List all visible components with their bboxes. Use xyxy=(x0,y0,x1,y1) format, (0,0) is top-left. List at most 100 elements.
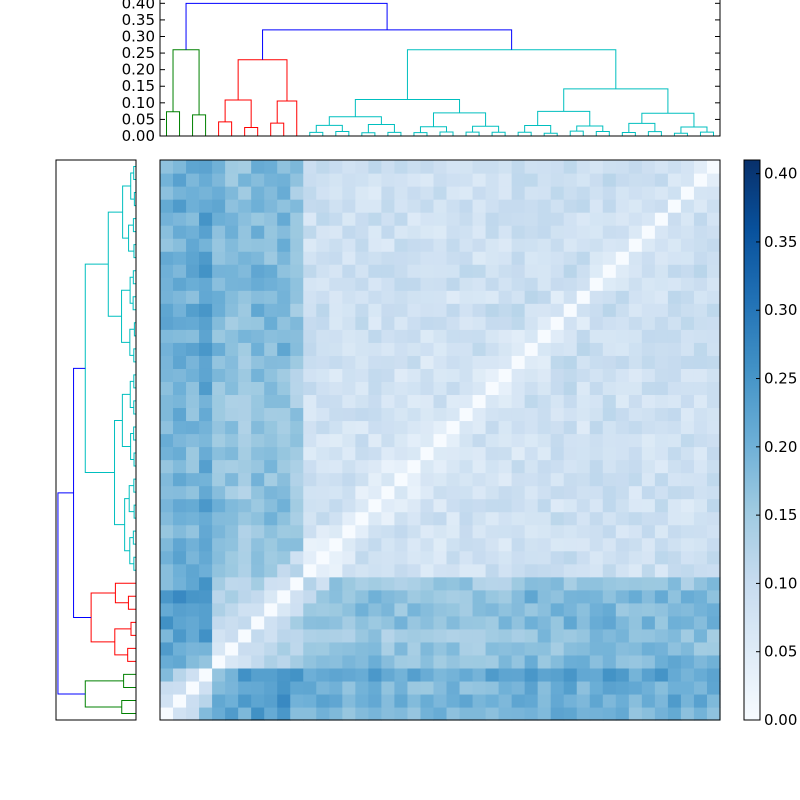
heatmap-cell xyxy=(290,446,304,461)
heatmap-cell xyxy=(355,394,369,409)
heatmap-cell xyxy=(589,329,604,343)
heatmap-cell xyxy=(290,160,304,174)
heatmap-cell xyxy=(550,407,565,422)
heatmap-cell xyxy=(199,615,213,630)
heatmap-cell xyxy=(290,173,304,187)
heatmap-cell xyxy=(667,641,682,656)
heatmap-cell xyxy=(251,693,265,708)
heatmap-cell xyxy=(290,459,304,474)
heatmap-cell xyxy=(212,303,226,317)
heatmap-cell xyxy=(602,251,617,265)
heatmap-cell xyxy=(550,485,565,500)
heatmap-cell xyxy=(615,693,630,708)
heatmap-cell xyxy=(641,537,656,552)
heatmap-cell xyxy=(524,446,539,461)
heatmap-cell xyxy=(303,641,317,656)
heatmap-cell xyxy=(472,199,487,213)
heatmap-cell xyxy=(576,264,591,278)
heatmap-cell xyxy=(680,563,695,578)
heatmap-cell xyxy=(407,329,422,343)
heatmap-cell xyxy=(303,173,317,187)
heatmap-cell xyxy=(472,342,487,356)
heatmap-cell xyxy=(550,680,565,695)
heatmap-cell xyxy=(485,602,500,617)
heatmap-cell xyxy=(290,368,304,382)
heatmap-cell xyxy=(433,199,448,213)
heatmap-cell xyxy=(303,654,317,669)
heatmap-cell xyxy=(680,459,695,474)
heatmap-cell xyxy=(524,485,539,500)
heatmap-cell xyxy=(498,667,513,682)
heatmap-cell xyxy=(394,160,409,174)
heatmap-cell xyxy=(459,628,474,643)
heatmap-cell xyxy=(433,615,448,630)
heatmap-cell xyxy=(524,563,539,578)
heatmap-cell xyxy=(199,485,213,500)
heatmap-cell xyxy=(459,355,474,369)
heatmap-cell xyxy=(641,420,656,435)
heatmap-cell xyxy=(186,290,200,304)
heatmap-cell xyxy=(342,485,356,500)
heatmap-cell xyxy=(225,160,239,174)
heatmap-cell xyxy=(394,706,409,721)
heatmap-cell xyxy=(563,602,578,617)
heatmap-cell xyxy=(225,511,239,526)
heatmap-cell xyxy=(264,186,278,200)
heatmap-cell xyxy=(277,264,291,278)
heatmap-cell xyxy=(602,472,617,487)
heatmap-cell xyxy=(537,277,552,291)
heatmap-cell xyxy=(446,602,461,617)
heatmap-cell xyxy=(511,654,526,669)
heatmap-cell xyxy=(563,654,578,669)
heatmap-cell xyxy=(602,277,617,291)
heatmap-cell xyxy=(550,394,565,409)
heatmap-cell xyxy=(537,199,552,213)
heatmap-cell xyxy=(186,225,200,239)
heatmap-cell xyxy=(264,290,278,304)
heatmap-cell xyxy=(264,563,278,578)
heatmap-cell xyxy=(199,225,213,239)
heatmap-cell xyxy=(199,186,213,200)
heatmap-cell xyxy=(485,511,500,526)
heatmap-cell xyxy=(485,537,500,552)
heatmap-cell xyxy=(667,342,682,356)
heatmap-cell xyxy=(160,264,174,278)
heatmap-cell xyxy=(355,563,369,578)
heatmap-cell xyxy=(537,589,552,604)
heatmap-cell xyxy=(355,628,369,643)
heatmap-cell xyxy=(563,381,578,396)
heatmap-cell xyxy=(316,329,330,343)
heatmap-cell xyxy=(277,511,291,526)
heatmap-cell xyxy=(563,394,578,409)
heatmap-cell xyxy=(251,251,265,265)
heatmap-cell xyxy=(199,563,213,578)
heatmap-cell xyxy=(667,485,682,500)
heatmap-cell xyxy=(550,368,565,382)
heatmap-cell xyxy=(394,485,409,500)
heatmap-cell xyxy=(329,446,343,461)
heatmap-cell xyxy=(589,667,604,682)
heatmap-cell xyxy=(498,225,513,239)
heatmap-cell xyxy=(589,303,604,317)
heatmap-cell xyxy=(290,537,304,552)
heatmap-cell xyxy=(316,407,330,422)
heatmap-cell xyxy=(628,251,643,265)
heatmap-cell xyxy=(433,654,448,669)
heatmap-cell xyxy=(628,680,643,695)
heatmap-cell xyxy=(264,615,278,630)
heatmap-cell xyxy=(485,667,500,682)
heatmap-cell xyxy=(303,277,317,291)
heatmap-cell xyxy=(251,563,265,578)
heatmap-cell xyxy=(225,472,239,487)
heatmap-cell xyxy=(524,537,539,552)
heatmap-cell xyxy=(368,160,382,174)
heatmap-cell xyxy=(563,186,578,200)
heatmap-cell xyxy=(316,498,330,513)
heatmap-cell xyxy=(342,706,356,721)
heatmap-cell xyxy=(615,550,630,565)
heatmap-cell xyxy=(329,381,343,396)
heatmap-cell xyxy=(576,238,591,252)
heatmap-cell xyxy=(160,394,174,409)
heatmap-cell xyxy=(485,355,500,369)
heatmap-cell xyxy=(251,277,265,291)
